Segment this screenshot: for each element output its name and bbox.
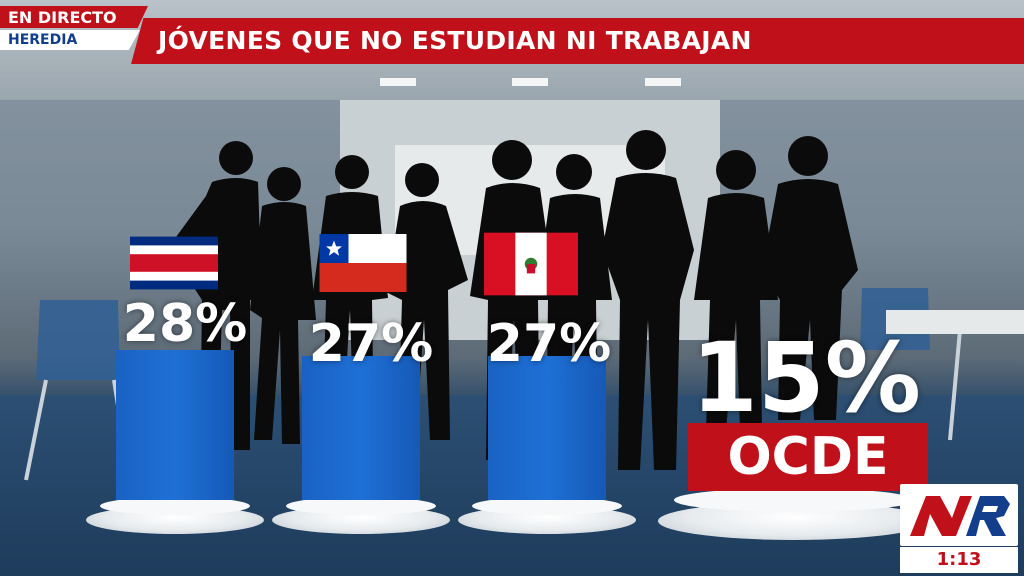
chair <box>36 300 120 380</box>
costa-rica-flag-icon <box>130 236 218 290</box>
live-badge: EN DIRECTO HEREDIA <box>0 6 148 52</box>
ceiling-light <box>380 78 416 86</box>
chair-leg <box>24 379 48 481</box>
pedestal-top <box>472 497 622 515</box>
person-silhouette <box>602 130 694 470</box>
peru-flag-icon <box>484 232 578 296</box>
person-silhouette <box>250 167 316 444</box>
bar-peru <box>488 356 606 500</box>
live-label-box: EN DIRECTO <box>0 6 148 28</box>
pedestal-top <box>286 497 436 515</box>
pedestal-top <box>100 497 250 515</box>
desk <box>886 310 1024 334</box>
location-box: HEREDIA <box>0 30 140 50</box>
person-silhouette <box>694 150 778 430</box>
chile-flag-icon <box>319 234 407 292</box>
nr-logo <box>900 484 1018 546</box>
nr-logo-mark <box>910 496 1010 536</box>
pedestal-top <box>674 488 914 512</box>
person-silhouette <box>762 136 858 420</box>
ocde-label: OCDE <box>688 423 928 491</box>
page-title: JÓVENES QUE NO ESTUDIAN NI TRABAJAN <box>158 26 752 55</box>
title-bar: JÓVENES QUE NO ESTUDIAN NI TRABAJAN <box>131 18 1024 64</box>
ceiling-light <box>645 78 681 86</box>
value-label-costa-rica: 28% <box>122 294 248 354</box>
bar-chile <box>302 356 420 500</box>
value-label-ocde: 15% <box>691 322 921 434</box>
value-label-chile: 27% <box>308 314 434 374</box>
bar-costa-rica <box>116 350 234 500</box>
live-label: EN DIRECTO <box>8 8 117 27</box>
clock: 1:13 <box>900 547 1018 573</box>
location-label: HEREDIA <box>8 32 78 48</box>
ceiling-light <box>512 78 548 86</box>
desk-leg <box>948 329 962 441</box>
value-label-peru: 27% <box>486 314 612 374</box>
